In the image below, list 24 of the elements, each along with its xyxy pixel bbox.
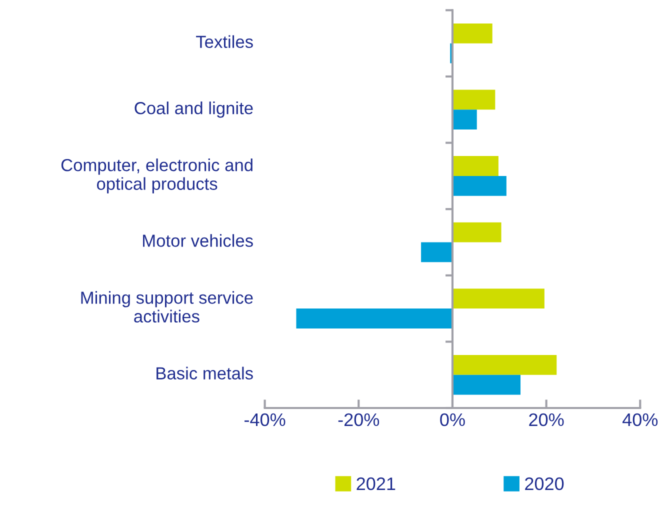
y-tick-label: Textiles xyxy=(196,35,253,48)
legend-label: 2020 xyxy=(525,477,564,490)
x-tick-label: -20% xyxy=(338,413,380,426)
bar xyxy=(452,110,477,130)
bar xyxy=(452,90,496,110)
x-tick-label: 0% xyxy=(440,413,465,426)
bar xyxy=(452,222,502,242)
bar xyxy=(452,156,498,176)
y-tick-label: Coal and lignite xyxy=(134,102,253,118)
x-tick-label: -40% xyxy=(244,413,286,426)
bar xyxy=(452,288,544,309)
bar xyxy=(452,354,557,375)
y-tick-label: Motor vehicles xyxy=(143,234,253,247)
y-tick-label: Mining support service activities xyxy=(81,291,253,323)
bar xyxy=(421,242,452,262)
y-tick-label: Computer, electronic and optical products xyxy=(61,158,252,194)
legend-label: 2021 xyxy=(356,477,396,490)
x-tick-label: 20% xyxy=(529,413,564,426)
bar xyxy=(452,374,521,395)
bar xyxy=(296,308,452,328)
bar xyxy=(452,176,506,196)
x-tick-label: 40% xyxy=(622,413,658,426)
bar xyxy=(452,23,492,44)
y-tick-label: Basic metals xyxy=(156,366,253,380)
